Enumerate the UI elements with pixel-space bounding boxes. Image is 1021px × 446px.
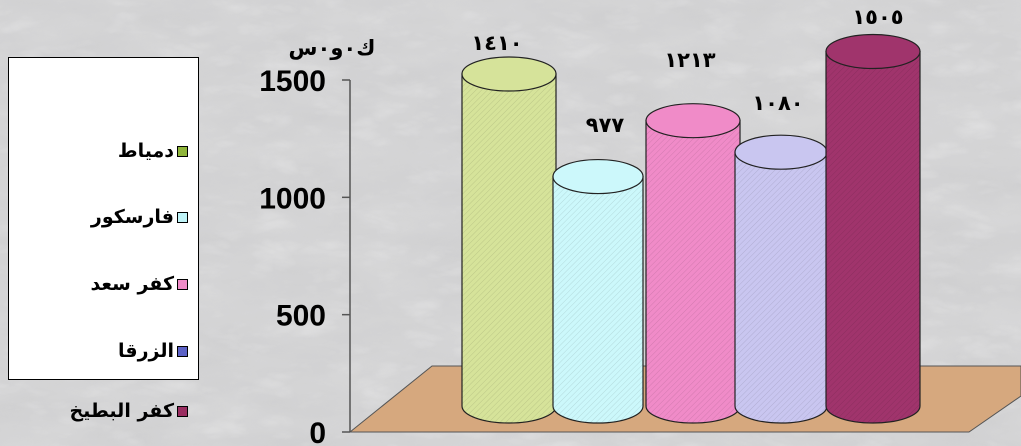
bar-texture <box>826 51 920 423</box>
square-green-icon <box>177 145 188 157</box>
bar-top <box>645 103 741 139</box>
legend-label: دمياط <box>117 140 174 162</box>
legend: دمياط فارسكور كفر سعد الزرقا كفر البطيخ <box>8 57 199 422</box>
y-tick-label: 1000 <box>259 182 326 215</box>
y-axis-label: ك٠و٠س <box>289 36 376 60</box>
y-tick-label: 1500 <box>259 65 326 98</box>
square-pink-icon <box>177 278 188 290</box>
bar-4 <box>734 134 828 424</box>
bar-texture <box>553 176 643 423</box>
data-label: ١٠٨٠ <box>752 91 803 115</box>
legend-label: كفر البطيخ <box>69 400 174 422</box>
legend-item-faraskour: فارسكور <box>91 202 188 232</box>
bar-2 <box>552 158 644 424</box>
legend-item-kafr-saad: كفر سعد <box>90 269 188 299</box>
legend-item-zarqa: الزرقا <box>118 336 188 366</box>
bar-5 <box>825 33 921 424</box>
y-tick-label: 500 <box>276 300 326 333</box>
legend-label: الزرقا <box>118 340 174 362</box>
legend-label: فارسكور <box>90 206 174 228</box>
legend-item-kafr-elbatikh: كفر البطيخ <box>69 396 188 426</box>
y-tick-label: 0 <box>309 417 326 446</box>
bar-texture <box>646 120 740 423</box>
data-label: ٩٧٧ <box>586 113 625 137</box>
bar-texture <box>735 152 827 423</box>
bar-top <box>734 134 828 170</box>
legend-label: كفر سعد <box>90 273 174 295</box>
data-label: ١٥٠٥ <box>852 5 903 29</box>
legend-item-damietta: دمياط <box>118 136 188 166</box>
bar-3 <box>645 103 741 424</box>
square-cyan-icon <box>177 211 188 223</box>
bar-1 <box>461 56 557 424</box>
bar-top <box>552 158 644 195</box>
data-label: ١٤١٠ <box>471 31 522 55</box>
data-label: ١٢١٣ <box>664 48 715 72</box>
bar-top <box>825 33 921 70</box>
bar-top <box>461 56 557 92</box>
square-lavender-icon <box>177 345 188 357</box>
square-maroon-icon <box>177 405 188 417</box>
bar-texture <box>462 74 556 423</box>
